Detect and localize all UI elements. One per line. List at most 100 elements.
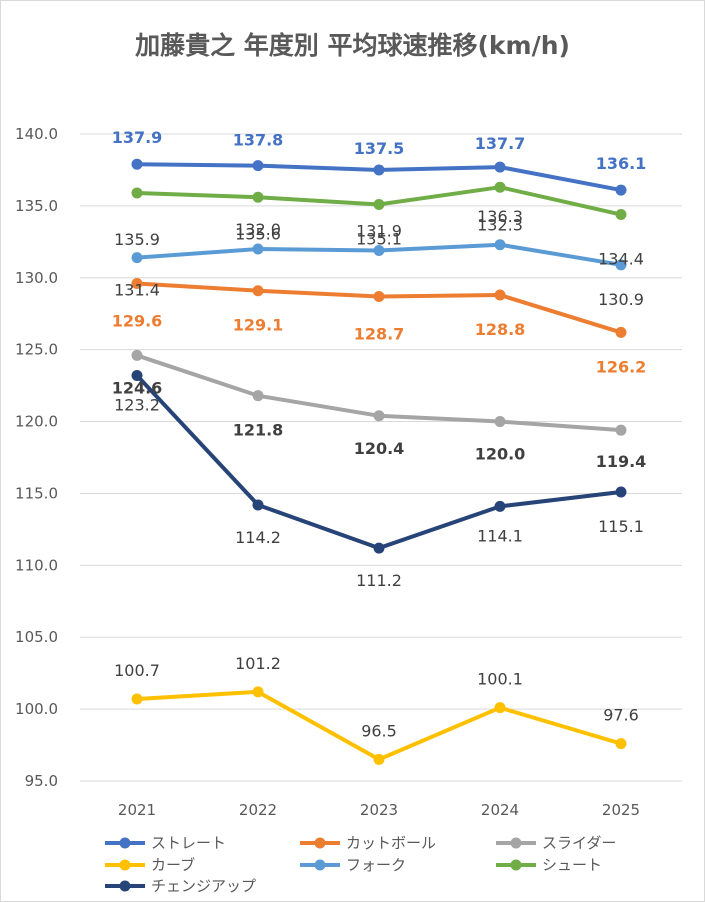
y-tick-label: 120.0 (15, 413, 58, 431)
legend-entry: シュート (542, 856, 602, 874)
legend-swatch-marker (119, 880, 131, 892)
data-label: 123.2 (114, 396, 160, 415)
data-label: 111.2 (356, 571, 402, 590)
data-point (131, 349, 143, 361)
y-tick-label: 110.0 (15, 556, 58, 574)
data-label: 119.4 (596, 452, 647, 471)
y-tick-label: 115.0 (15, 484, 58, 502)
legend-swatch-marker (119, 859, 131, 871)
data-label: 129.6 (112, 312, 163, 331)
y-tick-label: 105.0 (15, 628, 58, 646)
data-point (252, 191, 264, 203)
data-label: 131.4 (114, 281, 160, 300)
legend-entry: スライダー (542, 834, 616, 852)
data-label: 137.9 (112, 128, 163, 147)
data-label: 135.1 (356, 229, 402, 248)
data-label: 114.1 (477, 526, 523, 545)
data-label: 120.0 (475, 445, 526, 464)
legend-swatch-marker (510, 859, 522, 871)
data-point (252, 243, 264, 255)
data-label: 131.9 (356, 221, 402, 240)
data-point (373, 244, 385, 256)
data-point (131, 158, 143, 170)
data-label: 136.3 (477, 207, 523, 226)
x-axis-ticks: 2021 2022 2023 2024 2025 (118, 801, 640, 819)
legend-entry: カットボール (346, 834, 436, 852)
data-label: 128.7 (354, 324, 405, 343)
data-point (131, 278, 143, 290)
data-label: 96.5 (361, 721, 397, 740)
data-label: 137.5 (354, 139, 405, 158)
legend-swatch-marker (510, 837, 522, 849)
data-point (373, 753, 385, 765)
data-point (373, 542, 385, 554)
data-label: 128.8 (475, 320, 526, 339)
data-point (615, 424, 627, 436)
data-label: 121.8 (233, 421, 284, 440)
x-tick-label: 2024 (481, 801, 519, 819)
y-tick-label: 125.0 (15, 341, 58, 359)
data-label: 132.3 (477, 216, 523, 235)
data-point (373, 410, 385, 422)
series-line (135, 373, 623, 551)
data-label: 129.1 (233, 316, 284, 335)
data-label: 114.2 (235, 528, 281, 547)
chart-title: 加藤貴之 年度別 平均球速推移(km/h) (135, 31, 570, 60)
legend-entry: フォーク (346, 856, 406, 874)
data-point (252, 686, 264, 698)
data-point (615, 486, 627, 498)
data-point (615, 259, 627, 271)
data-point (494, 161, 506, 173)
data-point (131, 252, 143, 264)
y-tick-label: 135.0 (15, 197, 58, 215)
data-point (252, 390, 264, 402)
data-point (494, 416, 506, 428)
data-label: 135.6 (235, 224, 281, 243)
series-lines (131, 158, 627, 765)
data-label: 97.6 (603, 706, 639, 725)
data-label: 137.8 (233, 131, 284, 150)
data-point (252, 285, 264, 297)
legend-swatch-marker (119, 837, 131, 849)
x-tick-label: 2022 (239, 801, 277, 819)
data-point (373, 290, 385, 302)
data-point (373, 164, 385, 176)
data-label: 124.6 (112, 378, 163, 397)
data-point (131, 693, 143, 705)
data-label: 100.7 (114, 661, 160, 680)
x-tick-label: 2025 (602, 801, 640, 819)
data-label: 126.2 (596, 357, 647, 376)
y-tick-label: 140.0 (15, 125, 58, 143)
y-tick-label: 100.0 (15, 700, 58, 718)
data-point (615, 738, 627, 750)
data-label: 134.4 (598, 250, 644, 269)
data-label: 130.9 (598, 290, 644, 309)
legend-entry: カーブ (151, 856, 195, 874)
data-label: 115.1 (598, 517, 644, 536)
data-labels: 100.7 101.2 96.5 100.1 97.6 123.2 114.2 111.2 11… (112, 128, 647, 740)
data-point (615, 326, 627, 338)
legend-entry: ストレート (151, 834, 226, 852)
data-point (131, 370, 143, 382)
data-point (615, 184, 627, 196)
x-tick-label: 2023 (360, 801, 398, 819)
data-label: 120.4 (354, 439, 405, 458)
legend-swatch-marker (314, 859, 326, 871)
legend-entry: チェンジアップ (151, 877, 256, 895)
y-tick-label: 95.0 (25, 772, 58, 790)
data-point (494, 181, 506, 193)
data-label: 100.1 (477, 670, 523, 689)
y-tick-label: 130.0 (15, 269, 58, 287)
data-label: 101.2 (235, 654, 281, 673)
data-point (131, 187, 143, 199)
data-label: 135.9 (114, 230, 160, 249)
data-point (252, 160, 264, 172)
data-point (373, 198, 385, 210)
data-label: 137.7 (475, 134, 526, 153)
data-label: 136.1 (596, 154, 647, 173)
legend-swatch-marker (314, 837, 326, 849)
y-axis-ticks: 95.0 100.0 105.0 110.0 115.0 120.0 125.0 130.0 1… (15, 125, 58, 790)
